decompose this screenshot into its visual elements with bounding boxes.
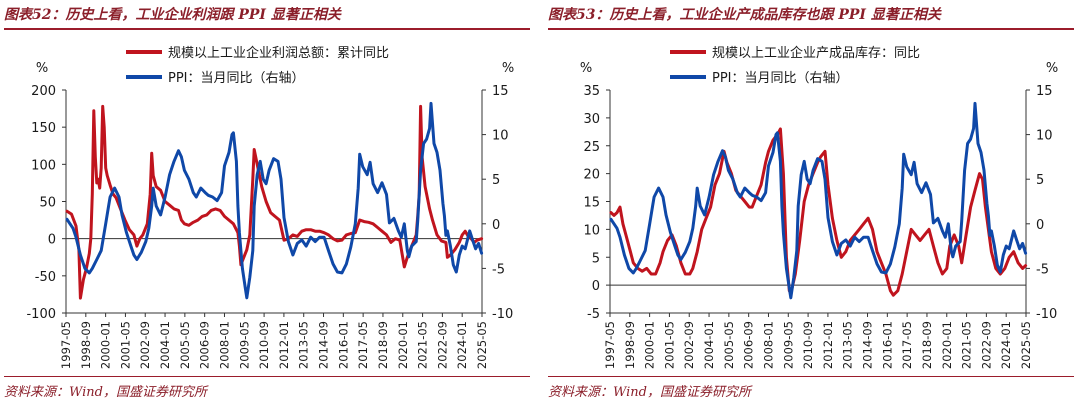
right-tick-label: -5 xyxy=(492,262,505,277)
left-tick-label: 100 xyxy=(31,158,56,173)
left-axis-label: % xyxy=(36,61,48,76)
x-tick-label: 1997-05 xyxy=(59,321,73,369)
series-line-blue xyxy=(609,101,1028,300)
x-tick-label: 2024-01 xyxy=(455,321,469,369)
left-tick-label: 50 xyxy=(39,196,56,211)
x-tick-label: 2024-01 xyxy=(999,321,1013,369)
right-tick-label: 0 xyxy=(1036,218,1044,233)
source-divider xyxy=(4,376,530,377)
right-tick-label: 10 xyxy=(1036,129,1053,144)
right-tick-label: -10 xyxy=(1036,307,1057,322)
x-tick-label: 2013-05 xyxy=(841,321,855,369)
x-tick-label: 2008-01 xyxy=(217,321,231,369)
x-tick-label: 2010-09 xyxy=(801,321,815,369)
right-tick-label: 5 xyxy=(492,173,500,188)
right-axis-label: % xyxy=(502,61,514,76)
figure-53: 图表53：历史上看，工业企业产成品库存也跟 PPI 显著正相关 -5 0 5 10 15… xyxy=(548,0,1078,408)
left-tick-label: 5 xyxy=(592,251,600,266)
x-tick-label: 2012-01 xyxy=(277,321,291,369)
right-tick-label: -10 xyxy=(492,307,513,322)
x-tick-label: 2022-09 xyxy=(435,321,449,369)
left-tick-label: 200 xyxy=(31,84,56,99)
x-tick-label: 2016-01 xyxy=(336,321,350,369)
series-line-blue xyxy=(65,101,484,300)
x-tick-label: 2006-09 xyxy=(742,321,756,369)
source-divider xyxy=(548,376,1074,377)
left-tick-label: 0 xyxy=(592,279,600,294)
x-tick-label: 2004-01 xyxy=(702,321,716,369)
x-tick-label: 2001-05 xyxy=(662,321,676,369)
left-tick-label: 30 xyxy=(583,112,600,127)
x-tick-label: 2017-05 xyxy=(900,321,914,369)
x-tick-label: 2009-05 xyxy=(781,321,795,369)
x-tick-label: 2009-05 xyxy=(237,321,251,369)
chart-inventory-vs-ppi: -5 0 5 10 15 20 25 30 35 -10 -5 0 5 10 15% % 1997-05 1998… xyxy=(580,45,1058,369)
x-tick-label: 2006-09 xyxy=(198,321,212,369)
x-tick-label: 2012-01 xyxy=(821,321,835,369)
x-tick-label: 2000-01 xyxy=(99,321,113,369)
title-divider xyxy=(4,28,530,30)
x-tick-label: 2016-01 xyxy=(880,321,894,369)
right-tick-label: 10 xyxy=(492,129,509,144)
x-tick-label: 2018-09 xyxy=(920,321,934,369)
right-tick-label: 5 xyxy=(1036,173,1044,188)
x-tick-label: 2002-09 xyxy=(138,321,152,369)
right-axis-label: % xyxy=(1046,61,1058,76)
figure-title: 图表53：历史上看，工业企业产成品库存也跟 PPI 显著正相关 xyxy=(548,7,941,23)
x-tick-label: 2005-05 xyxy=(178,321,192,369)
figure-52: 图表52：历史上看，工业企业利润跟 PPI 显著正相关 -100 -50 0 50 10… xyxy=(4,0,534,408)
right-tick-label: 0 xyxy=(492,218,500,233)
x-tick-label: 2018-09 xyxy=(376,321,390,369)
right-tick-label: 15 xyxy=(1036,84,1053,99)
x-tick-label: 2000-01 xyxy=(643,321,657,369)
x-tick-label: 2025-05 xyxy=(475,321,489,369)
x-tick-label: 1998-09 xyxy=(623,321,637,369)
left-tick-label: -50 xyxy=(35,270,56,285)
x-tick-label: 1997-05 xyxy=(603,321,617,369)
left-tick-label: 35 xyxy=(583,84,600,99)
left-axis-label: % xyxy=(580,61,592,76)
x-tick-label: 2010-09 xyxy=(257,321,271,369)
x-tick-label: 2013-05 xyxy=(297,321,311,369)
x-tick-label: 2014-09 xyxy=(861,321,875,369)
x-tick-label: 2021-05 xyxy=(960,321,974,369)
x-tick-label: 2002-09 xyxy=(682,321,696,369)
right-tick-label: -5 xyxy=(1036,262,1049,277)
x-tick-label: 2001-05 xyxy=(118,321,132,369)
legend-label: PPI：当月同比（右轴） xyxy=(712,71,849,86)
x-tick-label: 2021-05 xyxy=(416,321,430,369)
left-tick-label: 150 xyxy=(31,121,56,136)
x-tick-label: 1998-09 xyxy=(79,321,93,369)
left-tick-label: -5 xyxy=(587,307,600,322)
legend-label: PPI：当月同比（右轴） xyxy=(168,71,305,86)
left-tick-label: 20 xyxy=(583,168,600,183)
legend-label: 规模以上工业企业利润总额：累计同比 xyxy=(168,45,389,61)
legend-label: 规模以上工业企业产成品库存：同比 xyxy=(712,45,920,61)
x-tick-label: 2014-09 xyxy=(317,321,331,369)
title-divider xyxy=(548,28,1074,30)
right-tick-label: 15 xyxy=(492,84,509,99)
left-tick-label: 25 xyxy=(583,140,600,155)
left-tick-label: -100 xyxy=(26,307,56,322)
x-tick-label: 2005-05 xyxy=(722,321,736,369)
x-tick-label: 2020-01 xyxy=(396,321,410,369)
left-tick-label: 0 xyxy=(48,233,56,248)
x-tick-label: 2004-01 xyxy=(158,321,172,369)
figure-title: 图表52：历史上看，工业企业利润跟 PPI 显著正相关 xyxy=(4,7,341,23)
source-note: 资料来源：Wind，国盛证券研究所 xyxy=(548,385,751,400)
x-tick-label: 2020-01 xyxy=(940,321,954,369)
left-tick-label: 15 xyxy=(583,196,600,211)
x-tick-label: 2022-09 xyxy=(979,321,993,369)
left-tick-label: 10 xyxy=(583,223,600,238)
source-note: 资料来源：Wind，国盛证券研究所 xyxy=(4,385,207,400)
x-tick-label: 2025-05 xyxy=(1019,321,1033,369)
x-tick-label: 2008-01 xyxy=(761,321,775,369)
x-tick-label: 2017-05 xyxy=(356,321,370,369)
